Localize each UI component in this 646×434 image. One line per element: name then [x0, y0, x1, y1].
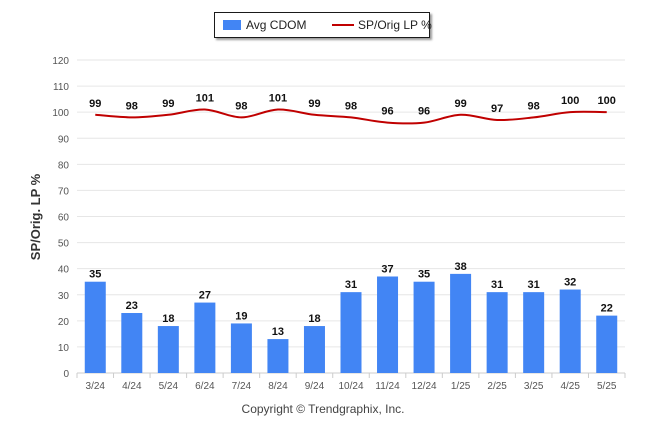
bar-data-label: 18 [308, 313, 320, 325]
y-axis-title: SP/Orig. LP % [28, 173, 43, 260]
bar-data-label: 32 [564, 277, 576, 289]
bar [377, 276, 399, 373]
x-tick-label: 11/24 [375, 381, 400, 392]
legend-swatch-sp-orig-lp [332, 24, 354, 26]
copyright-footer: Copyright © Trendgraphix, Inc. [241, 402, 405, 416]
y-tick-label: 50 [58, 239, 70, 250]
line-data-label: 98 [235, 100, 247, 112]
bar-data-label: 19 [235, 310, 247, 322]
x-tick-label: 2/25 [487, 381, 507, 392]
legend-label-sp-orig-lp: SP/Orig LP % [358, 18, 432, 32]
legend: Avg CDOM SP/Orig LP % [214, 12, 432, 38]
bar [303, 326, 325, 373]
y-tick-label: 110 [53, 82, 69, 93]
line-data-label: 100 [561, 95, 579, 107]
y-tick-label: 30 [58, 291, 70, 302]
line-data-label: 99 [162, 98, 174, 110]
bar [267, 339, 289, 373]
bar-data-label: 23 [126, 300, 138, 312]
y-tick-label: 40 [58, 265, 70, 276]
bar [486, 292, 508, 373]
x-tick-label: 6/24 [195, 381, 215, 392]
line-series [95, 108, 607, 125]
x-axis-ticks: 3/24 4/24 5/24 6/24 7/24 8/24 9/24 10/24 11/24 12… [76, 373, 626, 392]
bar [230, 323, 252, 373]
bar-data-label: 18 [162, 313, 174, 325]
line-data-label: 98 [528, 100, 540, 112]
bar-data-label: 35 [89, 269, 101, 281]
line-data-label: 101 [269, 93, 287, 105]
bar-data-label: 38 [454, 261, 466, 273]
bar [84, 281, 106, 373]
bar-data-labels: 35 23 18 27 19 13 18 31 37 35 38 31 31 32 22 [89, 261, 613, 338]
line-data-label: 99 [89, 98, 101, 110]
bar-data-label: 37 [381, 263, 393, 275]
bar-series [84, 273, 618, 373]
bar-data-label: 27 [199, 290, 211, 302]
bar [340, 292, 362, 373]
y-tick-label: 100 [52, 108, 69, 119]
line-data-label: 98 [126, 100, 138, 112]
x-tick-label: 9/24 [305, 381, 325, 392]
y-axis-ticks: 0 10 20 30 40 50 60 70 80 90 100 110 120 [52, 56, 69, 380]
line-data-label: 99 [454, 98, 466, 110]
line-data-label: 99 [308, 98, 320, 110]
line-data-labels: 99 98 99 101 98 101 99 98 96 96 99 97 98 100 100 [89, 93, 616, 118]
legend-label-avg-cdom: Avg CDOM [246, 18, 307, 32]
y-tick-label: 120 [52, 56, 69, 67]
x-tick-label: 1/25 [451, 381, 471, 392]
bar [596, 315, 618, 373]
line-data-label: 96 [418, 106, 430, 118]
y-tick-label: 20 [58, 317, 70, 328]
line-data-label: 98 [345, 100, 357, 112]
sp-orig-lp-line [95, 108, 607, 125]
bar-data-label: 31 [491, 279, 503, 291]
bar [450, 273, 472, 373]
y-tick-label: 70 [58, 186, 70, 197]
bar-data-label: 35 [418, 269, 430, 281]
bar-data-label: 31 [528, 279, 540, 291]
y-tick-label: 60 [58, 213, 70, 224]
y-tick-label: 0 [63, 369, 69, 380]
legend-swatch-avg-cdom [223, 20, 241, 30]
bar [413, 281, 435, 373]
y-tick-label: 80 [58, 160, 70, 171]
bar [194, 302, 216, 373]
x-tick-label: 5/24 [159, 381, 179, 392]
bar [523, 292, 545, 373]
x-tick-label: 7/24 [232, 381, 252, 392]
bar-data-label: 31 [345, 279, 357, 291]
y-tick-label: 10 [58, 343, 70, 354]
line-data-label: 97 [491, 103, 503, 115]
line-data-label: 101 [196, 93, 214, 105]
line-data-label: 96 [381, 106, 393, 118]
x-tick-label: 4/24 [122, 381, 142, 392]
line-data-label: 100 [598, 95, 616, 107]
bar-data-label: 22 [601, 303, 613, 315]
x-tick-label: 5/25 [597, 381, 617, 392]
bar [157, 326, 179, 373]
x-tick-label: 4/25 [560, 381, 580, 392]
x-tick-label: 12/24 [412, 381, 437, 392]
bar-data-label: 13 [272, 326, 284, 338]
x-tick-label: 3/24 [86, 381, 106, 392]
x-tick-label: 8/24 [268, 381, 288, 392]
x-tick-label: 10/24 [338, 381, 363, 392]
y-tick-label: 90 [58, 134, 70, 145]
bar [121, 313, 143, 373]
bar [559, 289, 581, 373]
x-tick-label: 3/25 [524, 381, 544, 392]
